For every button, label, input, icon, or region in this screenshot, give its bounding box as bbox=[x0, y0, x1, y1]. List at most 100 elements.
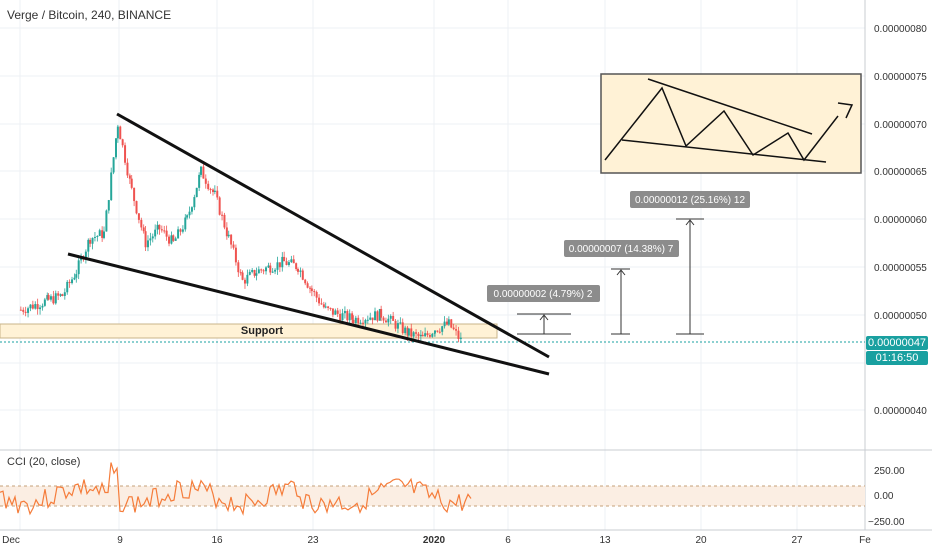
candle-body bbox=[257, 269, 260, 274]
price-axis[interactable]: 0.00000080 0.00000075 0.00000070 0.00000… bbox=[874, 24, 927, 417]
measure-ruler-1[interactable] bbox=[517, 313, 571, 335]
support-zone[interactable] bbox=[0, 323, 498, 339]
candle-body bbox=[184, 217, 187, 230]
candle-body bbox=[234, 247, 237, 263]
candle-body bbox=[366, 319, 369, 321]
candle-body bbox=[315, 291, 318, 298]
candle-body bbox=[31, 304, 34, 309]
candle-body bbox=[410, 328, 413, 337]
candle-body bbox=[29, 304, 32, 309]
candle-body bbox=[181, 229, 184, 232]
candle-body bbox=[172, 235, 175, 241]
candle-body bbox=[290, 259, 293, 263]
candle-body bbox=[371, 317, 374, 321]
candle-body bbox=[287, 262, 290, 265]
support-label: Support bbox=[241, 325, 283, 337]
candle-body bbox=[318, 297, 321, 304]
candle-body bbox=[369, 317, 372, 320]
candle-body bbox=[237, 262, 240, 273]
candle-body bbox=[24, 311, 27, 313]
candle-body bbox=[320, 303, 323, 305]
candle-body bbox=[198, 174, 201, 188]
y-tick: 0.00000060 bbox=[874, 215, 927, 226]
candlestick-series bbox=[19, 124, 462, 344]
cci-band bbox=[0, 486, 865, 506]
candle-body bbox=[91, 237, 94, 244]
candle-body bbox=[271, 271, 274, 273]
candle-body bbox=[329, 307, 332, 309]
candle-body bbox=[34, 304, 37, 309]
candle-body bbox=[443, 321, 446, 327]
candle-body bbox=[154, 229, 157, 237]
candle-body bbox=[419, 334, 422, 337]
candle-body bbox=[354, 317, 357, 324]
candle-body bbox=[406, 327, 409, 336]
wedge-upper-line[interactable] bbox=[116, 112, 550, 359]
candle-body bbox=[115, 138, 117, 158]
candle-body bbox=[322, 304, 325, 308]
candle-body bbox=[126, 162, 129, 176]
x-tick: 9 bbox=[117, 535, 123, 546]
candle-body bbox=[457, 330, 460, 339]
candle-body bbox=[140, 219, 143, 228]
candle-body bbox=[417, 333, 420, 337]
candle-body bbox=[362, 322, 365, 324]
falling-wedge-illustration[interactable] bbox=[600, 73, 862, 174]
candle-body bbox=[19, 309, 22, 311]
x-tick: 16 bbox=[211, 535, 223, 546]
candle-body bbox=[331, 308, 334, 315]
candle-body bbox=[200, 166, 202, 175]
candle-body bbox=[359, 322, 362, 324]
candle-body bbox=[116, 126, 119, 139]
candle-body bbox=[156, 224, 159, 230]
candle-body bbox=[202, 166, 205, 179]
candle-body bbox=[223, 214, 226, 228]
cci-tick: 0.00 bbox=[874, 491, 894, 502]
measure-ruler-2[interactable] bbox=[611, 268, 630, 335]
cci-tick: −250.00 bbox=[868, 517, 905, 528]
candle-body bbox=[207, 183, 210, 190]
candle-body bbox=[71, 279, 74, 284]
candle-body bbox=[404, 327, 407, 334]
chart-title: Verge / Bitcoin, 240, BINANCE bbox=[7, 8, 172, 22]
price-grid bbox=[0, 0, 865, 530]
candle-body bbox=[61, 294, 64, 296]
candle-body bbox=[239, 272, 242, 274]
candle-body bbox=[384, 320, 387, 323]
candle-body bbox=[212, 189, 214, 193]
candle-body bbox=[96, 235, 99, 237]
candle-body bbox=[160, 229, 163, 231]
candle-body bbox=[130, 178, 133, 188]
cci-axis[interactable]: 250.00 0.00 −250.00 bbox=[868, 466, 905, 528]
candle-body bbox=[22, 309, 25, 312]
candle-body bbox=[285, 261, 288, 265]
candle-body bbox=[43, 299, 46, 306]
candle-body bbox=[301, 270, 304, 280]
cci-label: CCI (20, close) bbox=[7, 456, 81, 468]
candle-body bbox=[39, 307, 42, 310]
candle-body bbox=[389, 315, 392, 319]
candle-body bbox=[93, 236, 96, 238]
candle-body bbox=[412, 332, 415, 337]
candle-body bbox=[387, 318, 390, 323]
time-axis[interactable]: Dec 9 16 23 2020 6 13 20 27 Fe bbox=[2, 535, 871, 546]
candle-body bbox=[431, 333, 434, 337]
measure-ruler-3[interactable] bbox=[676, 218, 704, 335]
candle-body bbox=[334, 310, 337, 315]
candle-body bbox=[158, 224, 161, 230]
candle-body bbox=[221, 214, 224, 216]
candle-body bbox=[193, 197, 196, 208]
candle-body bbox=[52, 296, 55, 304]
candle-body bbox=[376, 311, 379, 321]
candle-body bbox=[283, 256, 286, 262]
candle-body bbox=[364, 320, 367, 324]
candle-body bbox=[47, 295, 50, 300]
x-tick: 6 bbox=[505, 535, 511, 546]
candle-body bbox=[73, 277, 76, 280]
candle-body bbox=[186, 215, 189, 218]
candle-body bbox=[248, 271, 251, 275]
wedge-lower-line[interactable] bbox=[67, 252, 550, 376]
x-tick: Fe bbox=[859, 535, 871, 546]
measure-label-2-text: 0.00000007 (14.38%) 7 bbox=[569, 244, 674, 255]
candle-body bbox=[87, 239, 90, 252]
